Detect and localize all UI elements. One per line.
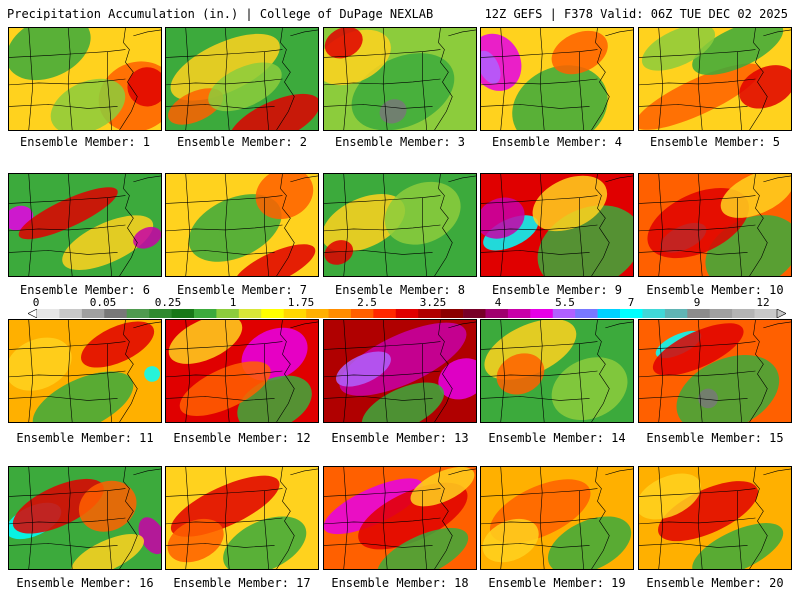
colorbar-segment	[81, 309, 105, 318]
colorbar-segment	[193, 309, 217, 318]
colorbar-segment	[328, 309, 352, 318]
member-label: Ensemble Member: 6	[19, 283, 151, 297]
member-label: Ensemble Member: 18	[331, 576, 469, 590]
colorbar-segment	[463, 309, 486, 318]
member-map-panel	[8, 319, 162, 423]
member-label: Ensemble Member: 3	[334, 135, 466, 149]
colorbar-segment	[664, 309, 688, 318]
member-map-panel	[165, 173, 319, 277]
member-label: Ensemble Member: 7	[176, 283, 308, 297]
member-map-panel	[638, 319, 792, 423]
colorbar-tick-label: 1	[229, 296, 237, 309]
colorbar-segment	[59, 309, 83, 318]
colorbar-tick-label: 1.75	[287, 296, 315, 309]
member-map-panel	[323, 319, 477, 423]
member-label: Ensemble Member: 1	[19, 135, 151, 149]
colorbar-segment	[395, 309, 419, 318]
colorbar-max-arrow	[776, 309, 786, 318]
colorbar-min-arrow	[28, 309, 38, 318]
member-map-panel	[480, 319, 634, 423]
colorbar-segment	[37, 309, 60, 318]
member-map-panel	[323, 466, 477, 570]
colorbar-segment	[171, 309, 195, 318]
member-map-panel	[8, 27, 162, 131]
member-label: Ensemble Member: 11	[16, 431, 154, 445]
colorbar-segment	[552, 309, 576, 318]
colorbar-segment	[104, 309, 127, 318]
member-label: Ensemble Member: 14	[488, 431, 626, 445]
member-label: Ensemble Member: 16	[16, 576, 154, 590]
member-map-panel	[480, 27, 634, 131]
member-label: Ensemble Member: 17	[173, 576, 311, 590]
colorbar-tick-label: 4	[494, 296, 502, 309]
member-map-panel	[8, 173, 162, 277]
member-label: Ensemble Member: 15	[646, 431, 784, 445]
colorbar-segment	[485, 309, 509, 318]
member-label: Ensemble Member: 9	[491, 283, 623, 297]
colorbar-tick-label: 2.5	[357, 296, 377, 309]
member-map-panel	[480, 173, 634, 277]
member-map-panel	[165, 319, 319, 423]
colorbar-tick-label: 0.25	[154, 296, 182, 309]
member-label: Ensemble Member: 5	[649, 135, 781, 149]
colorbar-segment	[418, 309, 441, 318]
colorbar-segment	[373, 309, 397, 318]
colorbar-segment	[126, 309, 150, 318]
member-map-panel	[480, 466, 634, 570]
colorbar-segment	[597, 309, 621, 318]
member-map-panel	[638, 27, 792, 131]
colorbar-segment	[216, 309, 240, 318]
colorbar-segment	[507, 309, 531, 318]
member-label: Ensemble Member: 8	[334, 283, 466, 297]
colorbar-tick-label: 3.25	[419, 296, 447, 309]
colorbar-segment	[620, 309, 643, 318]
colorbar-segment	[283, 309, 307, 318]
colorbar-segment	[149, 309, 172, 318]
member-label: Ensemble Member: 13	[331, 431, 469, 445]
colorbar-segment	[350, 309, 374, 318]
colorbar-tick-label: 0	[32, 296, 40, 309]
colorbar-tick-label: 5.5	[555, 296, 575, 309]
colorbar-tick-label: 0.05	[89, 296, 117, 309]
member-label: Ensemble Member: 20	[646, 576, 784, 590]
member-map-panel	[165, 27, 319, 131]
member-map-panel	[323, 27, 477, 131]
member-label: Ensemble Member: 4	[491, 135, 623, 149]
colorbar-segment	[642, 309, 666, 318]
member-map-panel	[165, 466, 319, 570]
colorbar-tick-label: 12	[756, 296, 770, 309]
member-map-panel	[323, 173, 477, 277]
colorbar-tick-label: 7	[627, 296, 635, 309]
member-map-panel	[8, 466, 162, 570]
member-map-panel	[638, 173, 792, 277]
run-valid-time: 12Z GEFS | F378 Valid: 06Z TUE DEC 02 20…	[484, 7, 788, 21]
colorbar-segment	[687, 309, 711, 318]
colorbar-segment	[530, 309, 554, 318]
member-map-panel	[638, 466, 792, 570]
precip-colorbar	[28, 309, 786, 318]
colorbar-tick-label: 9	[693, 296, 701, 309]
map-title: Precipitation Accumulation (in.) | Colle…	[7, 7, 434, 21]
member-label: Ensemble Member: 12	[173, 431, 311, 445]
colorbar-segment	[754, 309, 778, 318]
member-label: Ensemble Member: 19	[488, 576, 626, 590]
colorbar-segment	[238, 309, 262, 318]
colorbar-segment	[709, 309, 733, 318]
colorbar-segment	[575, 309, 598, 318]
colorbar-segment	[261, 309, 284, 318]
colorbar-segment	[440, 309, 464, 318]
colorbar-segment	[732, 309, 755, 318]
colorbar-segment	[306, 309, 329, 318]
member-label: Ensemble Member: 2	[176, 135, 308, 149]
member-label: Ensemble Member: 10	[646, 283, 784, 297]
